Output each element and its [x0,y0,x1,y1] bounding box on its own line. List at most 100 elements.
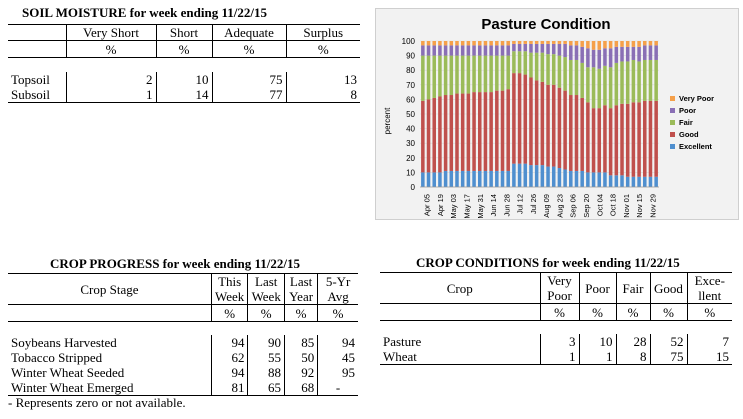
bar-segment-very-poor [477,41,482,46]
bar-segment-good [495,90,499,171]
progress-cell: 94 [317,335,358,350]
conditions-header-very-poor: Very [539,272,579,288]
soil-unit-blank [8,41,66,58]
bar-segment-very-poor [557,41,562,44]
conditions-cell: 28 [615,334,650,349]
conditions-cell: 52 [649,334,687,349]
bar-segment-very-poor [597,41,602,50]
bar-segment-fair [455,55,459,94]
bar-segment-good [557,87,562,169]
bar-segment-fair [449,55,454,96]
x-tick-label: Jun 14 [489,194,498,217]
conditions-header-fair: Fair [615,272,650,304]
bar-segment-fair [477,55,482,93]
bar-segment-excellent [421,172,425,187]
conditions-unit: % [686,303,732,321]
bar-segment-fair [472,55,476,93]
soil-cell: 10 [155,72,212,87]
bar-segment-good [546,84,550,167]
bar-segment-excellent [426,172,431,187]
soil-header-very-short: Very Short [65,24,156,41]
conditions-cell: 1 [578,349,616,365]
bar-segment-very-poor [637,41,641,47]
bar-segment-excellent [614,175,619,187]
bar-segment-fair [438,55,442,97]
bar-segment-excellent [643,176,647,187]
y-tick-label: 10 [406,168,415,177]
bar-segment-very-poor [495,41,499,46]
bar-segment-fair [597,68,602,109]
chart-title: Pasture Condition [481,16,610,33]
bar-segment-fair [574,59,579,96]
bar-segment-very-poor [608,41,613,49]
bar-segment-fair [523,51,528,75]
x-tick-label: Jul 12 [516,194,525,214]
bar-segment-very-poor [648,41,653,46]
bar-segment-fair [500,55,505,91]
bar-segment-very-poor [421,41,425,46]
bar-segment-excellent [506,170,510,187]
bar-segment-good [443,95,448,171]
progress-header-last-year-2: Year [283,289,318,305]
legend-swatch [670,96,675,101]
conditions-cell: 1 [539,349,579,365]
bar-segment-very-poor [426,41,431,46]
bar-segment-very-poor [517,41,522,44]
progress-cell: 85 [283,335,318,350]
y-tick-label: 20 [406,154,415,163]
bar-segment-poor [631,46,636,60]
soil-moisture-title: SOIL MOISTURE for week ending 11/22/15 [22,5,267,20]
bar-segment-excellent [534,165,539,187]
legend-label: Good [679,130,699,139]
bar-segment-fair [529,52,533,78]
soil-unit: % [155,40,212,58]
bar-segment-poor [586,48,590,68]
bar-segment-very-poor [472,41,476,46]
spacer [8,58,360,73]
bar-segment-poor [460,45,465,56]
y-tick-label: 90 [406,52,415,61]
bar-segment-poor [483,45,488,56]
y-tick-label: 0 [411,183,416,192]
conditions-header-excellent-2: llent [686,288,732,304]
y-tick-label: 40 [406,125,415,134]
bar-segment-fair [625,61,630,104]
progress-cell: 95 [317,365,358,380]
bar-segment-good [523,74,528,164]
bar-segment-fair [421,55,425,101]
bar-segment-good [517,73,522,164]
x-tick-label: Nov 15 [635,194,644,218]
bar-segment-fair [489,55,493,93]
soil-cell: 75 [211,72,286,87]
bar-segment-good [654,100,658,177]
bar-segment-poor [489,45,493,56]
progress-cell: 65 [247,380,285,396]
bar-segment-fair [586,67,590,103]
progress-cell: 88 [247,365,285,380]
bar-segment-good [631,102,636,177]
bar-segment-poor [512,43,516,52]
bar-segment-excellent [483,170,488,187]
bar-segment-poor [517,43,522,52]
legend-label: Fair [679,118,693,127]
bar-segment-excellent [512,163,516,187]
progress-cell: - [317,380,358,396]
bar-segment-excellent [574,170,579,187]
progress-header-last-year: Last [283,273,318,289]
spacer [8,322,358,336]
bar-segment-fair [569,59,573,96]
bar-segment-good [534,80,539,166]
bar-segment-poor [637,46,641,62]
progress-cell: 55 [247,350,285,365]
bar-segment-very-poor [631,41,636,47]
progress-unit: % [317,304,358,322]
bar-segment-fair [608,67,613,109]
bar-segment-very-poor [546,41,550,44]
progress-cell: 92 [283,365,318,380]
bar-segment-excellent [637,176,641,187]
soil-header-blank [8,25,66,41]
bar-segment-fair [563,57,567,91]
bar-segment-good [500,90,505,171]
bar-segment-fair [534,52,539,81]
y-tick-label: 100 [402,37,416,46]
